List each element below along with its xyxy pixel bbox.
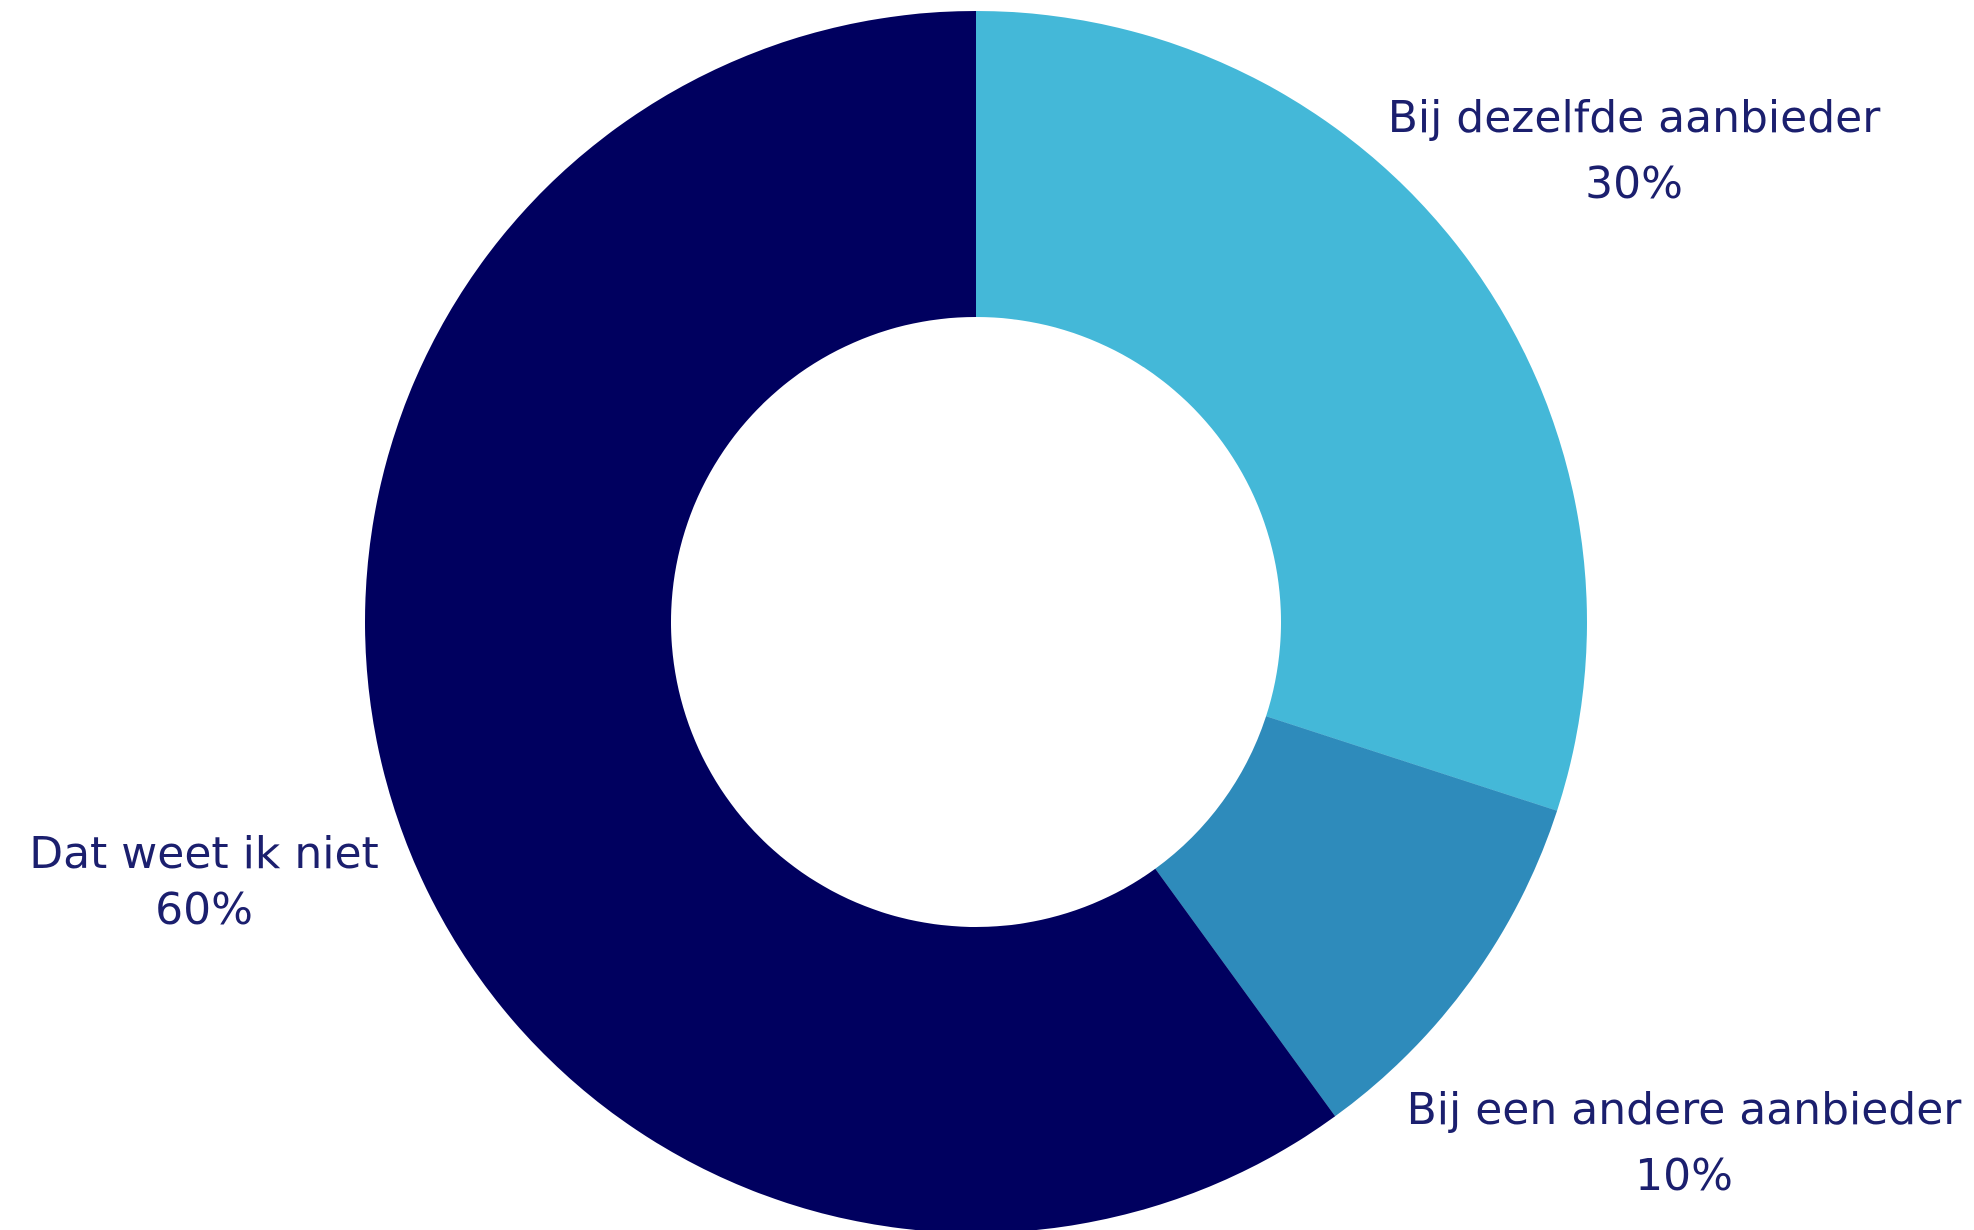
slice-dat-weet-ik-niet (365, 11, 1336, 1230)
value-bij-een-andere-aanbieder: 10% (1635, 1150, 1733, 1201)
slice-bij-een-andere-aanbieder (1155, 716, 1558, 1117)
value-bij-dezelfde-aanbieder: 30% (1585, 158, 1683, 209)
value-dat-weet-ik-niet: 60% (155, 884, 253, 935)
label-bij-dezelfde-aanbieder: Bij dezelfde aanbieder (1388, 92, 1882, 143)
label-dat-weet-ik-niet: Dat weet ik niet (29, 828, 379, 879)
label-bij-een-andere-aanbieder: Bij een andere aanbieder (1407, 1084, 1963, 1135)
slice-bij-dezelfde-aanbieder (976, 11, 1588, 811)
donut-slices (365, 11, 1588, 1230)
slice-labels: Bij dezelfde aanbieder 30% Bij een ander… (29, 92, 1962, 1201)
